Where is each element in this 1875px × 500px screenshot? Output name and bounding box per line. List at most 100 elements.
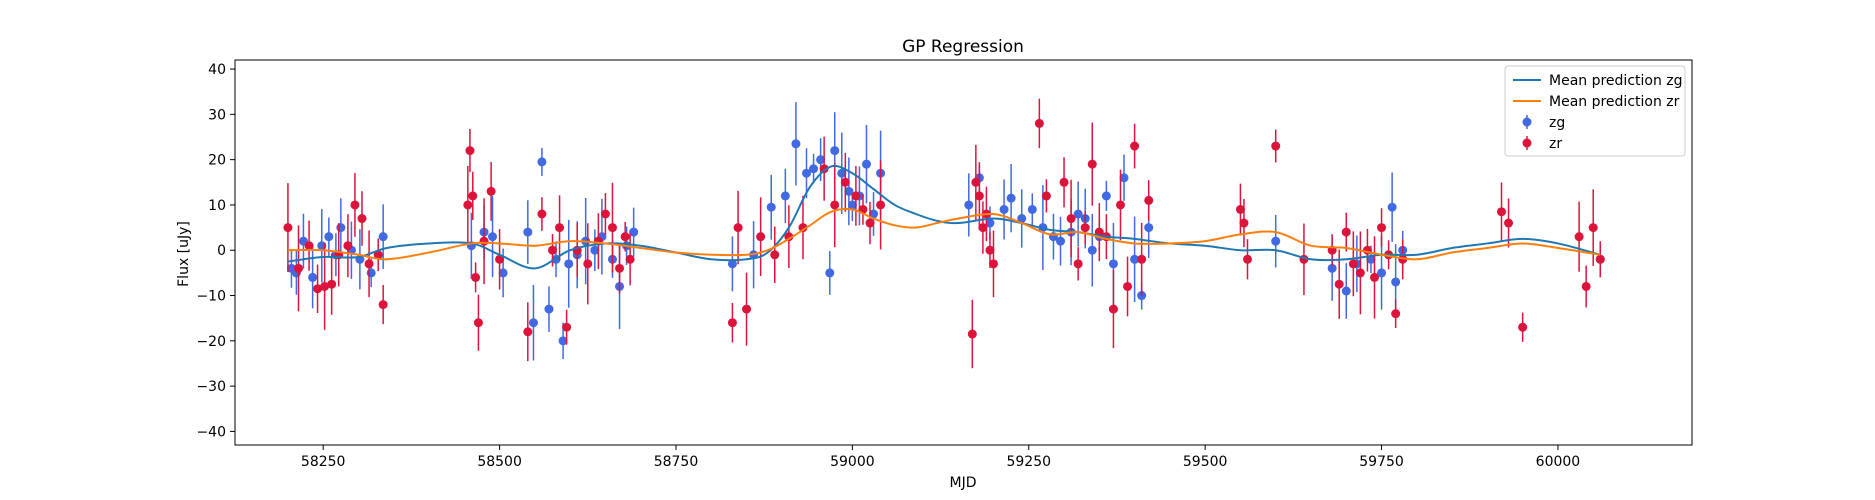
x-tick-label: 59000 (830, 454, 875, 470)
data-point (350, 200, 360, 210)
y-tick-label: −10 (196, 289, 226, 305)
data-point (479, 236, 489, 246)
data-point (1073, 259, 1083, 269)
data-point (1144, 195, 1154, 205)
data-point (564, 259, 574, 269)
data-point (1327, 263, 1337, 273)
data-point (1271, 141, 1281, 151)
data-point (320, 281, 330, 291)
data-point (562, 322, 572, 332)
data-point (1377, 223, 1387, 233)
data-point (537, 157, 547, 167)
x-axis-label: MJD (950, 475, 977, 491)
legend-label: zg (1549, 115, 1565, 131)
data-point (1006, 193, 1016, 203)
data-point (1574, 232, 1584, 242)
data-point (528, 318, 538, 328)
data-point (1496, 207, 1506, 217)
data-point (816, 155, 826, 165)
legend-box (1504, 65, 1686, 157)
data-point (1271, 236, 1281, 246)
y-tick-label: −30 (196, 379, 226, 395)
data-point (727, 318, 737, 328)
series-zr (283, 98, 1605, 369)
data-point (1101, 191, 1111, 201)
data-point (537, 209, 547, 219)
data-point (544, 304, 554, 314)
data-point (1123, 281, 1133, 291)
data-point (802, 168, 812, 178)
data-point (615, 263, 625, 273)
y-tick-label: −20 (196, 334, 226, 350)
data-point (555, 223, 565, 233)
data-point (1391, 277, 1401, 287)
data-point (1369, 272, 1379, 282)
data-point (473, 318, 483, 328)
y-tick-label: 30 (208, 107, 226, 123)
legend: Mean prediction zg Mean prediction zr zg zr (1504, 65, 1686, 157)
data-point (791, 139, 801, 149)
data-point (971, 177, 981, 187)
plot-content (283, 98, 1605, 369)
data-point (1087, 245, 1097, 255)
data-point (1017, 214, 1027, 224)
y-axis: −40 −30 −20 −10 0 10 20 30 40 (196, 62, 235, 440)
y-tick-label: 10 (208, 198, 226, 214)
data-point (378, 300, 388, 310)
data-point (343, 241, 353, 251)
legend-label: zr (1549, 136, 1562, 152)
data-point (985, 245, 995, 255)
data-point (847, 200, 857, 210)
data-point (876, 200, 886, 210)
data-point (1087, 159, 1097, 169)
data-point (471, 272, 481, 282)
chart-title: GP Regression (902, 37, 1024, 57)
data-point (756, 232, 766, 242)
y-axis-label: Flux [uJy] (176, 221, 192, 287)
x-tick-label: 58250 (301, 454, 346, 470)
data-point (590, 245, 600, 255)
plot-area (234, 59, 1693, 446)
data-point (1144, 223, 1154, 233)
data-point (336, 223, 346, 233)
data-point (1355, 268, 1365, 278)
data-point (1080, 223, 1090, 233)
data-point (313, 284, 323, 294)
data-point (1119, 173, 1129, 183)
data-point (1115, 200, 1125, 210)
data-point (486, 186, 496, 196)
x-tick-label: 59250 (1006, 454, 1051, 470)
data-point (819, 164, 829, 174)
data-point (357, 214, 367, 224)
data-point (366, 268, 376, 278)
data-point (1391, 309, 1401, 319)
data-point (1341, 286, 1351, 296)
axes-frame (234, 59, 1693, 446)
y-tick-label: 20 (208, 153, 226, 169)
data-point (809, 164, 819, 174)
data-point (780, 191, 790, 201)
data-point (1239, 218, 1249, 228)
mean-line-zg (287, 164, 1601, 270)
data-point (869, 209, 879, 219)
legend-swatch (1522, 117, 1532, 127)
data-point (607, 223, 617, 233)
data-point (999, 204, 1009, 214)
data-point (1066, 214, 1076, 224)
data-point (1130, 141, 1140, 151)
data-point (1588, 223, 1598, 233)
data-point (733, 223, 743, 233)
data-point (488, 232, 498, 242)
data-point (620, 232, 630, 242)
data-point (1387, 202, 1397, 212)
data-point (742, 304, 752, 314)
legend-label: Mean prediction zr (1549, 94, 1680, 110)
data-point (583, 259, 593, 269)
x-tick-label: 60000 (1536, 454, 1581, 470)
data-point (1108, 259, 1118, 269)
data-point (1348, 259, 1358, 269)
y-tick-label: −40 (196, 424, 226, 440)
data-point (373, 250, 383, 260)
data-point (837, 168, 847, 178)
